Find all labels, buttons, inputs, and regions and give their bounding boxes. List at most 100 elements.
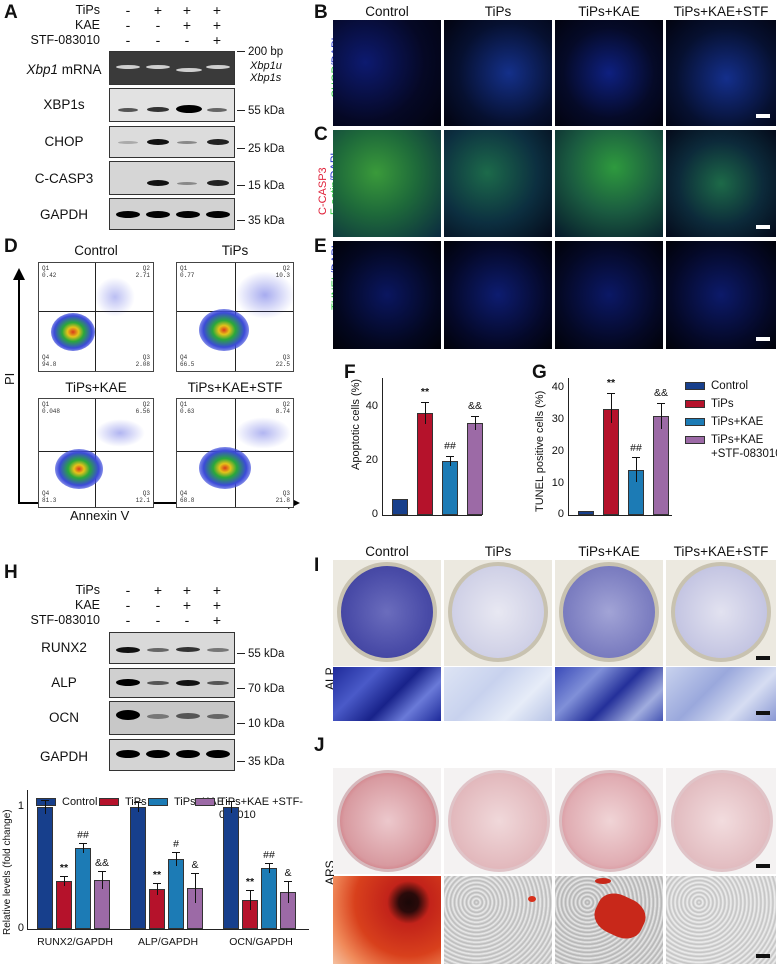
- flow-title-tips-kae-stf: TiPs+KAE+STF: [187, 380, 283, 395]
- flow-plot-tips-kae: Q1 0.048 Q2 6.56 Q4 81.3 Q3 12.1: [38, 398, 154, 508]
- legend-tips-kae-stf: TiPs+KAE: [685, 434, 763, 446]
- blot-label-chop: CHOP: [44, 134, 84, 149]
- alp-dish-tips-kae-stf: [666, 560, 776, 666]
- blot-label-ccasp3: C-CASP3: [34, 171, 94, 186]
- tunel-image-tips-kae: [555, 241, 663, 349]
- panel-label-b: B: [314, 2, 328, 23]
- ars-micro-tips-kae: [555, 876, 663, 964]
- runx2-blot: [109, 632, 235, 664]
- chop-image-control: [333, 20, 441, 126]
- bar-control: [392, 499, 408, 515]
- scale-bar: [756, 225, 770, 229]
- xbp1-gel: [109, 51, 235, 85]
- scale-bar: [756, 337, 770, 341]
- sign: -: [155, 32, 161, 48]
- panel-label-i: I: [314, 555, 320, 576]
- ars-dish-tips-kae: [555, 768, 663, 874]
- x-category-ocn: OCN/GAPDH: [229, 936, 293, 948]
- bar-control: [578, 511, 594, 515]
- alp-dish-tips: [444, 560, 552, 666]
- ars-dish-tips-kae-stf: [666, 768, 776, 874]
- bar-tips-kae-stf: [467, 423, 483, 515]
- marker-35kda: 35 kDa: [237, 215, 284, 227]
- bar-tips-kae-stf: [653, 416, 669, 515]
- flow-title-tips: TiPs: [221, 243, 249, 258]
- x-category-alp: ALP/GAPDH: [137, 936, 199, 948]
- bar-tips-kae: [442, 461, 458, 515]
- treatment-label-stf: STF-083010: [30, 33, 100, 47]
- flow-plot-tips-kae-stf: Q1 0.63 Q2 8.74 Q4 68.8 Q3 21.8: [176, 398, 294, 508]
- sign: -: [155, 17, 161, 33]
- panel-label-c: C: [314, 124, 328, 145]
- scale-bar: [756, 114, 770, 118]
- panel-label-d: D: [4, 236, 18, 257]
- bar-tips: [417, 413, 433, 515]
- column-title-tips-kae: TiPs+KAE: [578, 4, 640, 19]
- ars-dish-tips: [444, 768, 552, 874]
- alp-blot: [109, 668, 235, 698]
- flow-title-tips-kae: TiPs+KAE: [65, 380, 127, 395]
- x-category-runx2: RUNX2/GAPDH: [37, 936, 113, 948]
- y-axis: [382, 378, 383, 516]
- flow-plot-tips: Q1 0.77 Q2 10.3 Q4 66.5 Q3 22.5: [176, 262, 294, 372]
- x-axis: [382, 515, 482, 516]
- ars-dish-control: [333, 768, 441, 874]
- alp-micro-tips-kae: [555, 667, 663, 721]
- sign: +: [212, 32, 222, 48]
- y-axis-arrow: [18, 278, 20, 503]
- ccasp3-image-tips: [444, 130, 552, 237]
- y-axis-label-pi: PI: [2, 372, 17, 385]
- panel-label-a: A: [4, 2, 18, 23]
- ars-micro-tips: [444, 876, 552, 964]
- sign: +: [212, 2, 222, 18]
- marker-200bp: 200 bp: [237, 46, 283, 58]
- arrow-up-icon: [13, 268, 25, 280]
- chop-blot: [109, 126, 235, 158]
- marker-15kda: 15 kDa: [237, 180, 284, 192]
- marker-55kda: 55 kDa: [237, 105, 284, 117]
- sign: +: [182, 2, 192, 18]
- panel-label-j: J: [314, 735, 325, 756]
- column-title-tips-kae-stf: TiPs+KAE+STF: [673, 4, 769, 19]
- marker-25kda: 25 kDa: [237, 143, 284, 155]
- blot-label-gapdh: GAPDH: [39, 207, 88, 222]
- xbp1s-label: Xbp1s: [250, 72, 282, 84]
- column-title-tips: TiPs: [484, 4, 512, 19]
- y-axis: [568, 378, 569, 516]
- legend-control: Control: [36, 796, 97, 808]
- treatment-label-kae: KAE: [74, 18, 100, 32]
- sign: +: [182, 17, 192, 33]
- panel-label-f: F: [344, 362, 356, 383]
- tunel-image-tips: [444, 241, 552, 349]
- x-axis-arrow: [18, 502, 290, 504]
- ars-micro-tips-kae-stf: [666, 876, 776, 964]
- flow-title-control: Control: [74, 243, 118, 258]
- alp-dish-control: [333, 560, 441, 666]
- x-axis-label-annexin: Annexin V: [70, 508, 130, 523]
- ccasp3-image-tips-kae-stf: [666, 130, 776, 237]
- panel-label-h: H: [4, 562, 18, 583]
- panel-label-e: E: [314, 236, 327, 257]
- legend-control: Control: [685, 380, 748, 392]
- gapdh-blot-h: [109, 739, 235, 771]
- legend-tips-kae-stf-line2: +STF-083010: [711, 448, 777, 460]
- ars-micro-control: [333, 876, 441, 964]
- legend-tips-kae: TiPs+KAE: [685, 416, 763, 428]
- flow-plot-control: Q1 0.42 Q2 2.71 Q4 94.8 Q3 2.08: [38, 262, 154, 372]
- sign: +: [212, 17, 222, 33]
- blot-label-xbp1: Xbp1 mRNA: [26, 62, 102, 77]
- alp-micro-tips-kae-stf: [666, 667, 776, 721]
- chop-image-tips-kae: [555, 20, 663, 126]
- x-axis: [27, 929, 309, 930]
- xbp1s-blot: [109, 88, 235, 122]
- blot-label-xbp1s: XBP1s: [43, 97, 85, 112]
- ccasp3-blot: [109, 161, 235, 195]
- ocn-blot: [109, 701, 235, 735]
- tunel-image-tips-kae-stf: [666, 241, 776, 349]
- sign: -: [125, 32, 131, 48]
- column-title-control: Control: [365, 4, 409, 19]
- ccasp3-image-control: [333, 130, 441, 237]
- sign: +: [153, 2, 163, 18]
- sign: -: [125, 2, 131, 18]
- bar-tips: [603, 409, 619, 515]
